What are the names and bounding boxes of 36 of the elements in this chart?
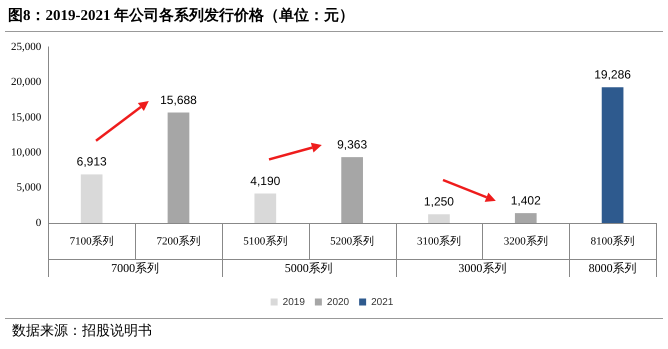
chart-title: 图8：2019-2021 年公司各系列发行价格（单位：元）	[8, 6, 354, 25]
x-tick-label: 5200系列	[330, 234, 374, 248]
text: 7000系列	[111, 261, 160, 276]
text: 3000系列	[458, 261, 506, 276]
x-tick-label: 3200系列	[504, 234, 548, 248]
text: 8000系列	[588, 261, 637, 276]
x-tick-label: 7200系列	[156, 234, 200, 248]
x-tick-label: 3100系列	[416, 234, 461, 248]
data-label: 19,286	[594, 68, 632, 82]
y-tick-label: 15,000	[11, 111, 42, 124]
bar	[514, 213, 537, 223]
x-tick-label: 5100系列	[243, 234, 288, 248]
data-label: 9,363	[337, 137, 368, 152]
data-label: 1,250	[424, 194, 454, 209]
bar	[602, 87, 624, 223]
legend-label: 2021	[371, 296, 394, 308]
y-tick-label: 25,000	[11, 40, 42, 53]
bar	[80, 174, 103, 223]
bar	[168, 112, 190, 223]
x-tick-label: 7100系列	[70, 234, 114, 248]
legend-label: 2020	[326, 296, 350, 308]
legend-label: 2019	[282, 296, 306, 308]
source-note: 数据来源：招股说明书	[12, 322, 152, 340]
x-tick-label: 8100系列	[590, 234, 635, 248]
y-tick-label: 20,000	[11, 76, 42, 88]
bar	[341, 157, 363, 223]
bar	[254, 194, 276, 223]
data-label: 1,402	[510, 193, 542, 208]
data-label: 15,688	[160, 92, 198, 107]
y-tick-label: 0	[36, 216, 42, 229]
text: 5000系列	[284, 261, 333, 276]
y-tick-label: 5,000	[16, 182, 42, 194]
data-label: 4,190	[250, 174, 281, 188]
y-tick-label: 10,000	[11, 146, 42, 158]
data-label: 6,913	[76, 154, 107, 169]
bar	[428, 214, 450, 223]
